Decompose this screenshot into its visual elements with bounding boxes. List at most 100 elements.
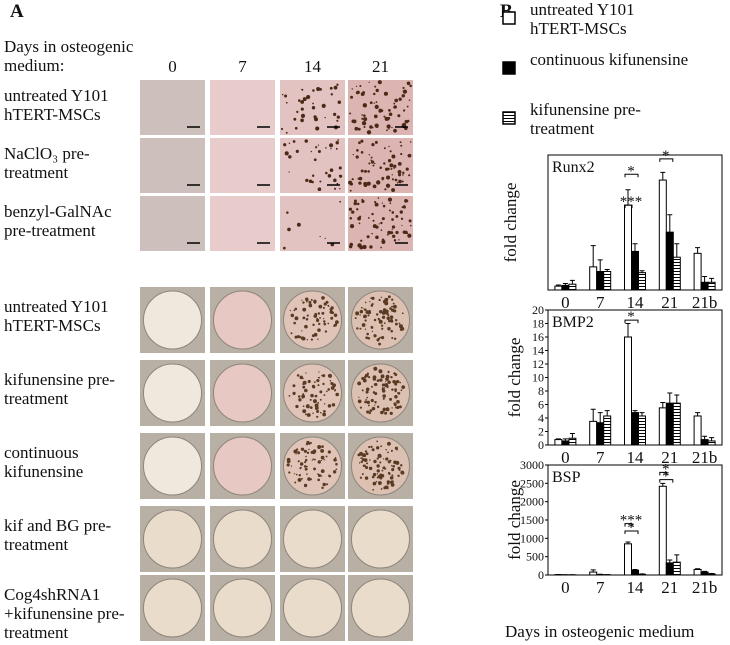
header: Days in osteogenic medium: (4, 37, 134, 75)
stain-dot (320, 455, 325, 460)
stain-dot (367, 310, 372, 315)
stain-dot (333, 112, 337, 117)
stain-dot (301, 477, 303, 480)
stain-dot (361, 114, 363, 116)
stain-dot (387, 370, 390, 374)
stain-dot (378, 109, 382, 113)
stain-dot (368, 162, 371, 165)
stain-dot (301, 394, 306, 399)
stain-dot (325, 300, 329, 304)
stain-dot (386, 124, 391, 129)
stain-dot (382, 466, 386, 469)
x-tick-label: 0 (561, 293, 570, 312)
stain-dot (363, 464, 366, 467)
stain-dot (391, 228, 393, 230)
stain-dot (330, 381, 334, 386)
stain-dot (376, 379, 380, 383)
stain-dot (396, 448, 398, 451)
stain-dot (289, 309, 291, 312)
stain-dot (286, 463, 290, 467)
stain-dot (398, 97, 402, 101)
stain-dot (389, 315, 394, 319)
stain-dot (396, 399, 400, 404)
error-bar (674, 554, 680, 563)
stain-dot (324, 116, 326, 119)
stain-dot (390, 449, 393, 452)
stain-dot (391, 407, 393, 409)
stain-dot (376, 473, 379, 475)
stain-dot (306, 473, 308, 475)
stain-dot (400, 389, 403, 392)
stain-dot (371, 212, 374, 216)
bar (672, 402, 681, 446)
well (143, 290, 202, 350)
stain-dot (322, 412, 326, 417)
stain-dot (298, 99, 301, 102)
stain-dot (389, 476, 394, 480)
stain-dot (402, 109, 406, 112)
x-tick-label: 21b (692, 293, 718, 312)
stain-dot (393, 128, 397, 133)
stain-dot (406, 200, 409, 203)
stain-dot (400, 144, 403, 147)
error-bar (632, 410, 638, 413)
stain-dot (374, 104, 379, 109)
stain-dot (367, 404, 370, 407)
micrograph (280, 196, 345, 251)
stain-dot (317, 144, 320, 146)
stain-dot (327, 404, 332, 408)
error-bar (562, 282, 568, 286)
stain-dot (350, 95, 354, 99)
stain-dot (293, 449, 298, 454)
stain-dot (308, 300, 312, 304)
well (283, 578, 342, 638)
error-bar (667, 214, 673, 233)
stain-dot (406, 81, 411, 86)
stain-dot (367, 314, 370, 317)
error-bar (702, 570, 708, 573)
stain-dot (294, 335, 298, 339)
stain-dot (305, 297, 309, 302)
stain-dot (327, 388, 330, 391)
stain-dot (373, 162, 376, 165)
bar (589, 420, 598, 446)
stain-dot (305, 178, 309, 183)
stain-dot (386, 316, 390, 320)
error-bar (674, 394, 680, 404)
stain-dot (383, 486, 387, 490)
significance-label: * (662, 461, 670, 477)
stain-dot (349, 216, 353, 220)
stain-dot (349, 182, 354, 186)
stain-dot (365, 390, 369, 394)
stain-dot (393, 164, 397, 168)
stain-dot (380, 229, 383, 231)
y-tick-label: 8 (538, 384, 544, 398)
error-bar (555, 438, 561, 440)
stain-dot (359, 327, 362, 330)
bar (638, 272, 646, 291)
stain-dot (317, 460, 321, 464)
well (143, 509, 202, 569)
error-bar (702, 435, 708, 440)
stain-dot (382, 394, 387, 398)
stain-dot (373, 334, 377, 338)
stain-dot (407, 233, 412, 238)
well (143, 436, 202, 496)
stain-dot (386, 175, 391, 180)
stain-dot (327, 174, 332, 178)
stain-dot (308, 179, 313, 183)
stain-dot (364, 400, 367, 404)
well (283, 509, 342, 569)
stain-dot (395, 230, 399, 235)
stain-dot (372, 219, 375, 222)
stain-dot (357, 399, 362, 404)
stain-dot (388, 319, 391, 323)
error-bar (597, 412, 603, 423)
stain-dot (360, 239, 363, 242)
row-label: benzyl-GalNAc pre-treatment (4, 202, 112, 240)
stain-dot (304, 461, 307, 464)
stain-dot (304, 458, 308, 462)
well (213, 509, 272, 569)
stain-dot (387, 116, 391, 120)
